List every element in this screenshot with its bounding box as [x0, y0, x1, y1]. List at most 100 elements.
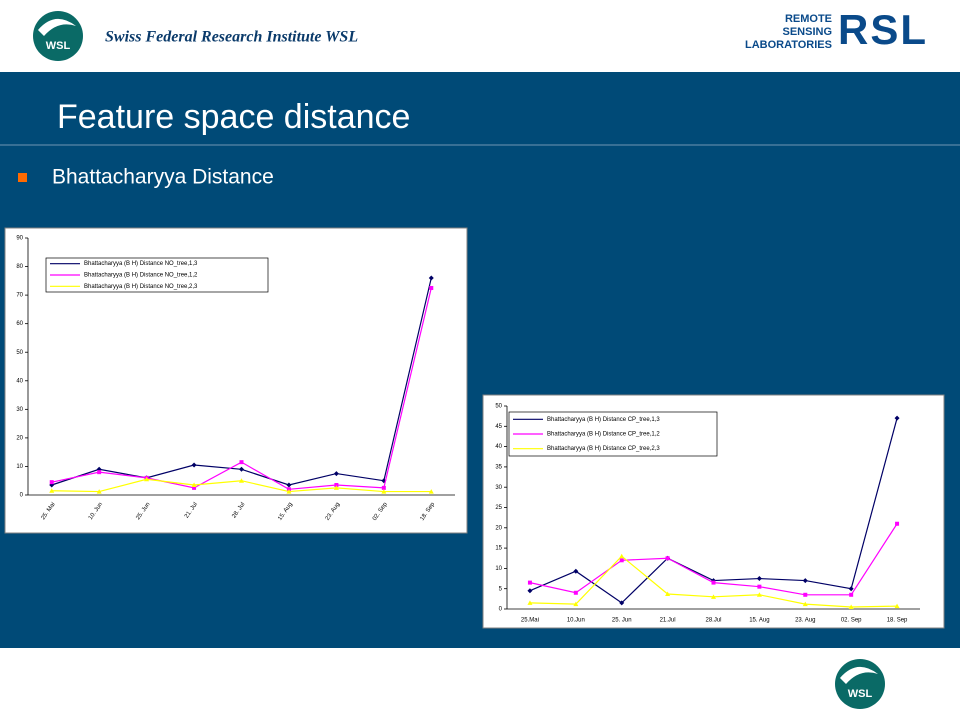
x-tick-label: 25. Jun: [612, 618, 632, 624]
point-marker: [757, 584, 762, 589]
logo-line: LABORATORIES: [745, 39, 832, 51]
point-marker: [848, 604, 854, 609]
y-tick-label: 50: [495, 404, 502, 410]
point-marker: [144, 476, 150, 482]
y-tick-label: 10: [16, 464, 23, 470]
point-marker: [333, 471, 339, 477]
point-marker: [527, 600, 533, 605]
point-marker: [191, 462, 197, 468]
bullet-text: Bhattacharyya Distance: [52, 166, 274, 189]
point-marker: [381, 489, 387, 494]
point-marker: [573, 601, 579, 607]
y-tick-label: 35: [495, 464, 502, 470]
y-tick-label: 20: [16, 435, 23, 441]
point-marker: [756, 576, 762, 582]
point-marker: [49, 488, 55, 493]
y-tick-label: 70: [16, 293, 23, 299]
x-tick-label: 23. Aug: [795, 618, 815, 624]
y-tick-label: 10: [495, 566, 502, 572]
y-tick-label: 45: [495, 424, 502, 430]
point-marker: [428, 275, 434, 281]
point-marker: [527, 580, 532, 585]
legend-label: Bhattacharyya (B H) Distance NO_tree,2,3: [84, 284, 198, 290]
point-marker: [711, 580, 716, 585]
point-marker: [573, 590, 578, 595]
y-tick-label: 90: [16, 236, 23, 242]
y-tick-label: 15: [495, 546, 502, 552]
x-tick-label: 25.Mai: [521, 618, 539, 624]
legend-label: Bhattacharyya (B H) Distance NO_tree,1,3: [84, 261, 198, 267]
slide-title: Feature space distance: [57, 98, 410, 136]
point-marker: [894, 603, 900, 609]
x-tick-label: 21.Jul: [660, 618, 676, 624]
point-marker: [894, 415, 900, 421]
logo-line: SENSING: [782, 26, 832, 38]
point-marker: [333, 485, 339, 490]
point-marker: [286, 489, 292, 494]
point-marker: [381, 485, 386, 490]
logo-line: REMOTE: [785, 13, 832, 25]
point-marker: [895, 521, 900, 526]
point-marker: [848, 586, 854, 592]
point-marker: [429, 285, 434, 290]
point-marker: [527, 588, 533, 594]
logo-text: WSL: [46, 40, 71, 52]
bullet-marker: [18, 173, 27, 182]
point-marker: [192, 485, 197, 490]
chart: 0 5 10 15 20 25 30 35 40 45 50 25.Mai 10.Jun 25. Jun 2…: [482, 394, 945, 629]
x-tick-label: 15. Aug: [749, 618, 769, 624]
y-tick-label: 0: [499, 607, 503, 613]
point-marker: [334, 483, 339, 488]
legend-label: Bhattacharyya (B H) Distance CP_tree,2,3: [547, 446, 660, 452]
y-tick-label: 40: [16, 378, 23, 384]
point-marker: [96, 489, 102, 494]
point-marker: [49, 480, 54, 485]
y-tick-label: 0: [20, 493, 24, 499]
legend-label: Bhattacharyya (B H) Distance CP_tree,1,2: [547, 432, 660, 438]
point-marker: [756, 592, 762, 597]
point-marker: [191, 482, 197, 488]
y-tick-label: 40: [495, 444, 502, 450]
point-marker: [239, 466, 244, 472]
point-marker: [665, 591, 671, 596]
y-tick-label: 30: [16, 407, 23, 413]
point-marker: [849, 592, 854, 597]
point-marker: [711, 594, 716, 599]
rsl-logo: REMOTE SENSING LABORATORIES RSL: [745, 6, 926, 53]
legend-box: [45, 257, 269, 293]
point-marker: [239, 478, 244, 483]
logo-mark: RSL: [838, 6, 926, 53]
point-marker: [97, 470, 102, 475]
y-tick-label: 20: [495, 525, 502, 531]
y-tick-label: 5: [499, 586, 503, 592]
point-marker: [573, 568, 579, 574]
point-marker: [619, 553, 625, 559]
x-tick-label: 28.Jul: [705, 618, 721, 624]
footer-logo: WSL: [835, 659, 885, 709]
y-tick-label: 30: [495, 485, 502, 491]
y-tick-label: 25: [495, 505, 502, 511]
y-tick-label: 80: [16, 264, 23, 270]
point-marker: [665, 556, 670, 561]
point-marker: [802, 578, 808, 584]
point-marker: [286, 482, 292, 488]
legend-label: Bhattacharyya (B H) Distance CP_tree,1,3: [547, 417, 660, 423]
point-marker: [619, 600, 625, 606]
point-marker: [239, 460, 244, 465]
y-tick-label: 50: [16, 350, 23, 356]
institute-name: Swiss Federal Research Institute WSL: [105, 29, 358, 46]
legend-box: [508, 411, 718, 457]
x-tick-label: 10.Jun: [567, 618, 585, 624]
point-marker: [802, 601, 808, 607]
point-marker: [619, 558, 624, 563]
legend-label: Bhattacharyya (B H) Distance NO_tree,1,2: [84, 273, 198, 279]
point-marker: [428, 489, 434, 494]
logo-text: WSL: [848, 688, 873, 700]
x-tick-label: 18. Sep: [887, 618, 908, 624]
x-tick-label: 02. Sep: [841, 618, 862, 624]
wsl-logo: WSL: [33, 11, 83, 61]
y-tick-label: 60: [16, 321, 23, 327]
point-marker: [803, 592, 808, 597]
